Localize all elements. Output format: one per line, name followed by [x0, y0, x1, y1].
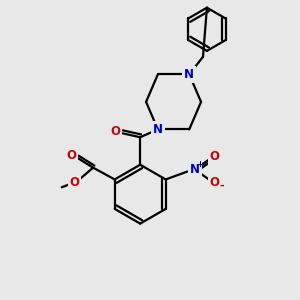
- Text: N: N: [184, 68, 194, 81]
- Text: O: O: [69, 176, 80, 189]
- Text: O: O: [67, 149, 76, 162]
- Text: N: N: [190, 163, 200, 176]
- Text: O: O: [210, 176, 220, 189]
- Text: +: +: [196, 160, 203, 169]
- Text: O: O: [210, 150, 220, 164]
- Text: -: -: [219, 180, 224, 190]
- Text: N: N: [153, 123, 163, 136]
- Text: O: O: [111, 125, 121, 138]
